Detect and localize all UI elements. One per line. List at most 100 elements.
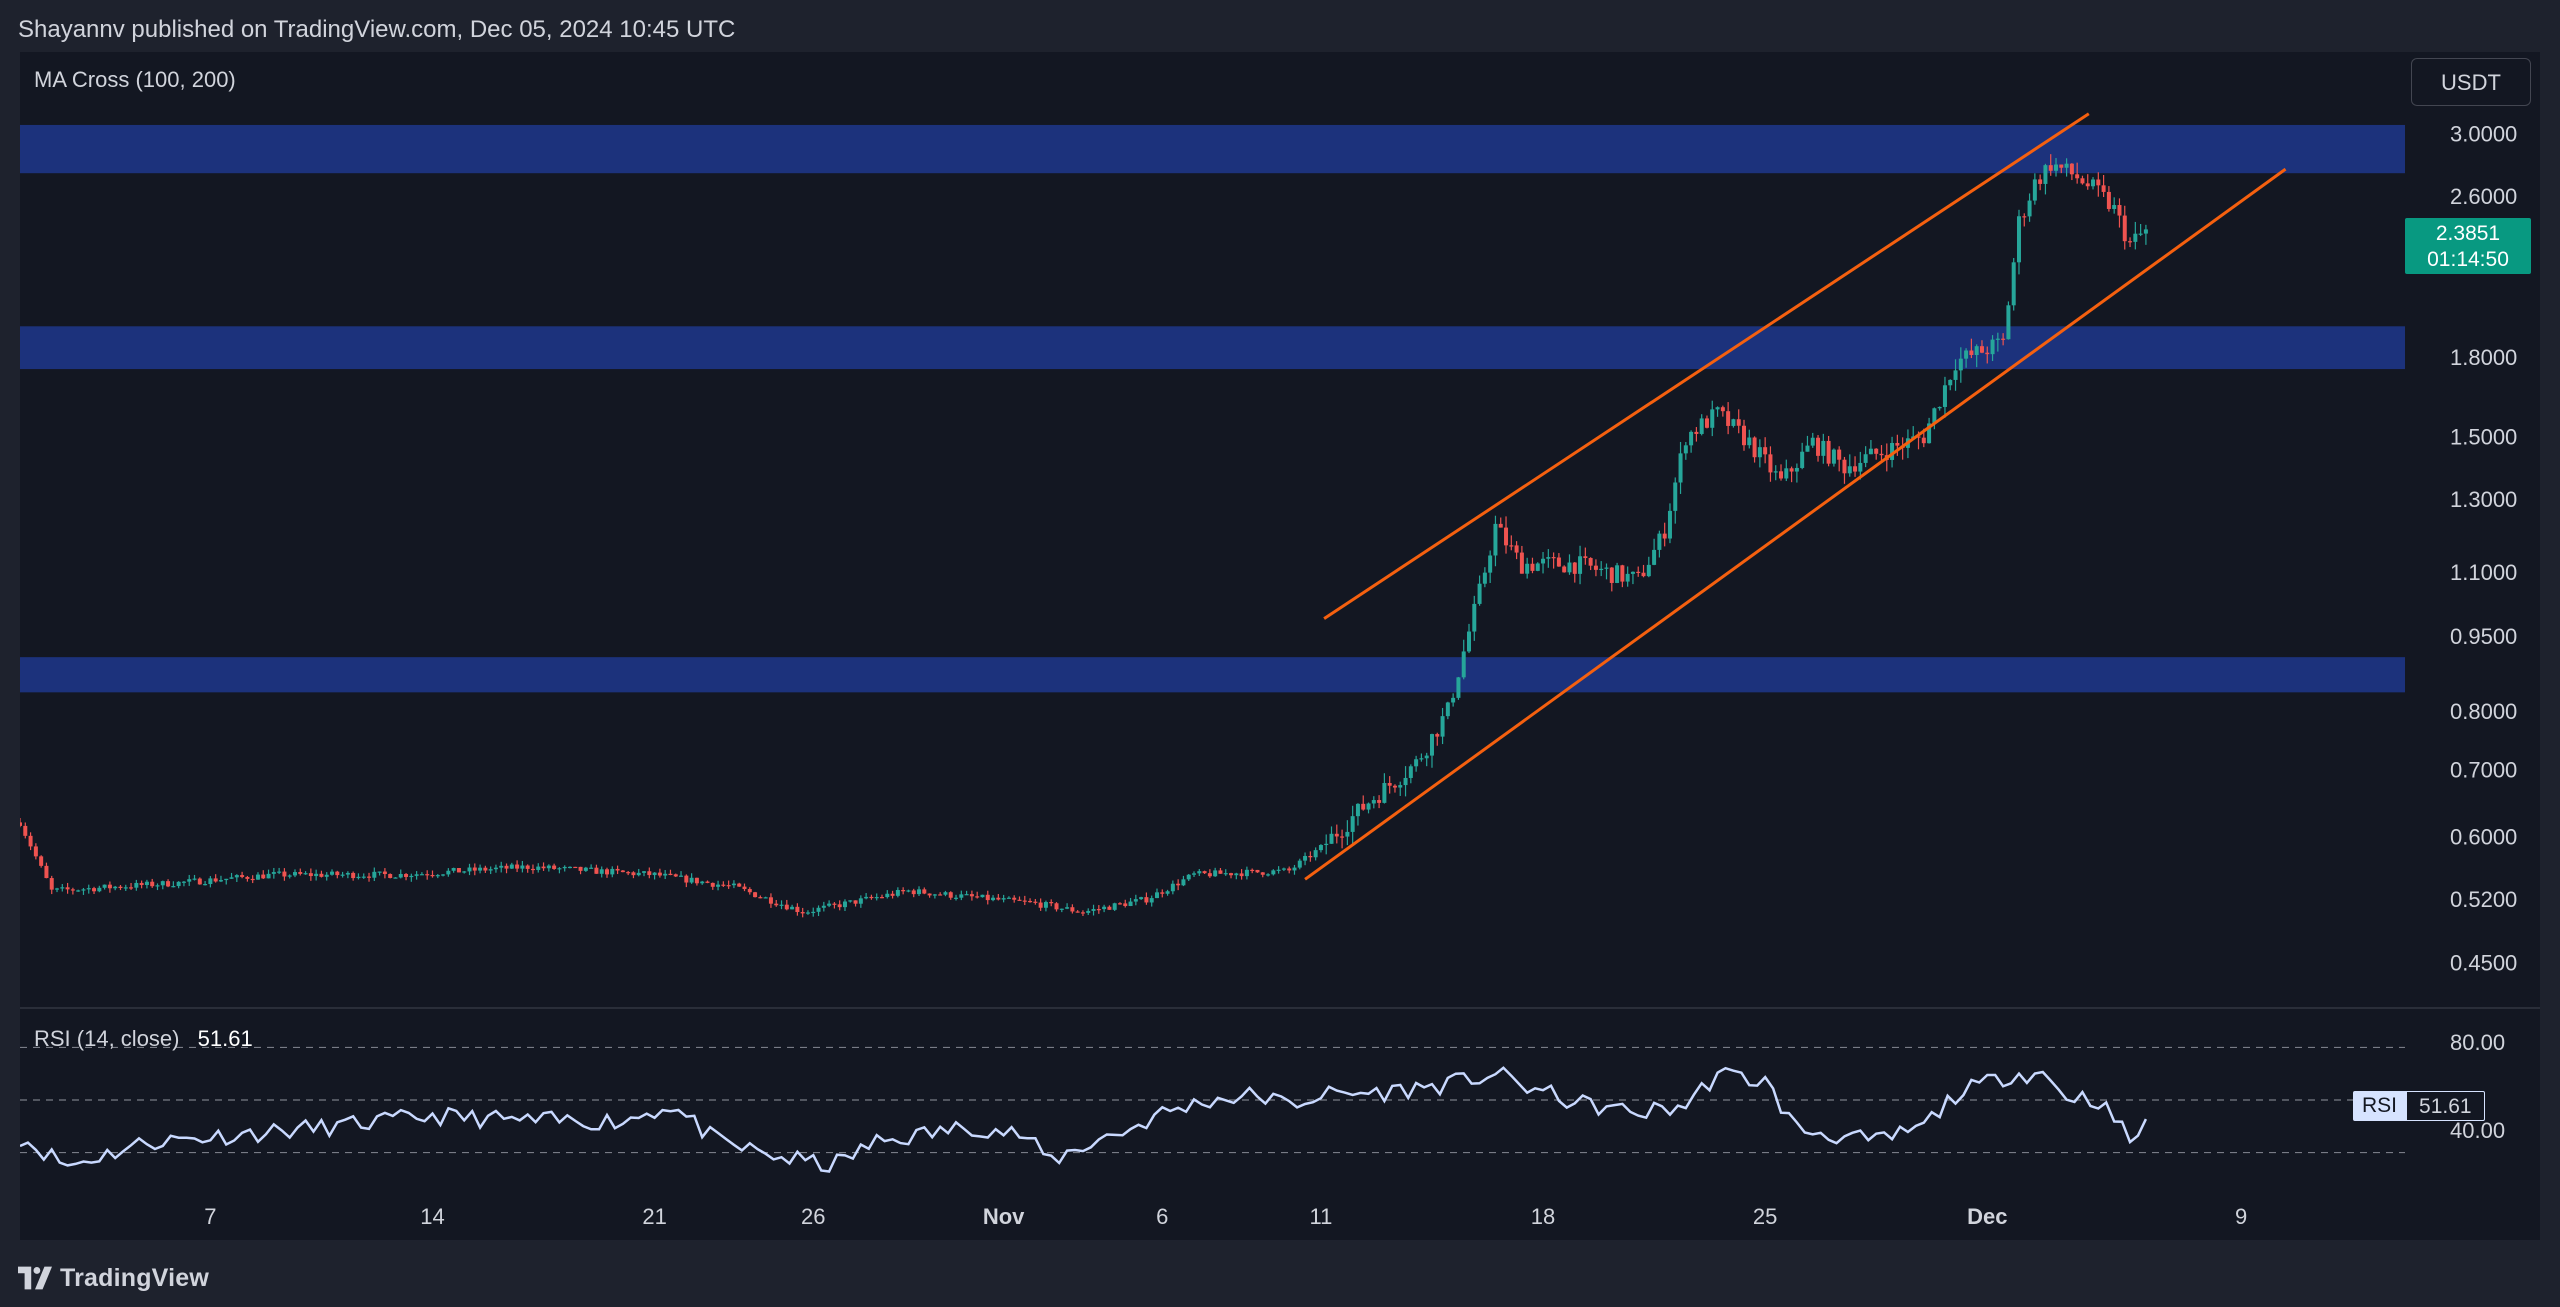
candle: [938, 892, 943, 896]
channel-line-1[interactable]: [1323, 112, 2090, 620]
candle: [2106, 186, 2111, 212]
candle: [1366, 802, 1371, 814]
candle: [1133, 894, 1138, 906]
candle: [1593, 559, 1598, 577]
candle: [1990, 335, 1995, 362]
price-chart[interactable]: 3.0000 2.6000 1.8000 1.5000 1.3000 1.1000 0.95…: [18, 52, 2540, 1242]
candle: [266, 869, 271, 879]
candle: [552, 863, 557, 870]
candle: [784, 899, 789, 911]
currency-button[interactable]: USDT: [2411, 58, 2531, 106]
chart-panel[interactable]: 3.0000 2.6000 1.8000 1.5000 1.3000 1.1000 0.95…: [18, 52, 2540, 1242]
candle: [1345, 820, 1350, 846]
candle: [1493, 515, 1498, 567]
candle: [1604, 563, 1609, 580]
candle: [1958, 347, 1963, 383]
candle: [1726, 402, 1731, 435]
candle: [250, 875, 255, 884]
candle: [768, 893, 773, 908]
candle: [525, 864, 530, 873]
candle: [261, 870, 266, 879]
candle: [92, 886, 97, 895]
candle: [113, 885, 118, 891]
candle: [906, 889, 911, 893]
candle: [943, 890, 948, 897]
candle: [70, 887, 75, 895]
candle: [948, 891, 953, 900]
candle: [176, 881, 181, 889]
candle: [303, 871, 308, 875]
candle: [1255, 869, 1260, 873]
price-tick-label: 3.0000: [2450, 122, 2517, 147]
candle: [1308, 851, 1313, 862]
rsi-series: [19, 1066, 2148, 1173]
candle: [1482, 567, 1487, 588]
candle: [1107, 905, 1112, 910]
candle: [1207, 869, 1212, 878]
candle: [1377, 795, 1382, 809]
zone-3[interactable]: [20, 657, 2405, 693]
candle: [2032, 173, 2037, 205]
candle: [1387, 776, 1392, 794]
candle: [1784, 459, 1789, 482]
candle: [472, 863, 477, 876]
candle: [700, 880, 705, 885]
candle: [2043, 163, 2048, 195]
candle: [589, 864, 594, 869]
candle: [1292, 864, 1297, 875]
candle: [1673, 477, 1678, 524]
candle: [954, 894, 959, 901]
candle: [1059, 908, 1064, 913]
tradingview-logo[interactable]: TradingView: [18, 1261, 209, 1295]
candle: [721, 881, 726, 887]
candle: [1541, 552, 1546, 574]
price-tick-label: 1.5000: [2450, 424, 2517, 449]
candles: [18, 154, 2148, 918]
candle: [821, 901, 826, 912]
candle: [208, 876, 213, 888]
candle: [885, 890, 890, 899]
candle: [1810, 432, 1815, 448]
candle: [515, 860, 520, 873]
rsi-indicator-value: 51.61: [198, 1026, 253, 1051]
rsi-indicator-label[interactable]: RSI (14, close) 51.61: [34, 1026, 253, 1051]
candle: [917, 886, 922, 896]
candle: [330, 869, 335, 876]
candle: [1868, 440, 1873, 455]
candle: [985, 890, 990, 905]
candle: [636, 868, 641, 877]
candle: [451, 867, 456, 873]
candle: [1128, 897, 1133, 907]
candle: [2101, 174, 2106, 198]
rsi-value-badge: RSI 51.61: [2353, 1091, 2485, 1121]
candle: [2054, 158, 2059, 177]
candle: [218, 875, 223, 883]
candle: [1932, 407, 1937, 430]
candle: [753, 891, 758, 898]
candle: [647, 867, 652, 879]
channel-line-2[interactable]: [1304, 167, 2287, 881]
candle: [927, 893, 932, 898]
candle: [1768, 446, 1773, 482]
time-tick-label: 6: [1156, 1204, 1168, 1229]
candle: [2085, 174, 2090, 190]
candle: [1355, 803, 1360, 826]
candle: [790, 904, 795, 910]
zone-1[interactable]: [20, 124, 2405, 174]
candle: [1091, 904, 1096, 916]
candle: [123, 884, 128, 891]
candle: [1710, 400, 1715, 437]
time-tick-label: 14: [420, 1204, 444, 1229]
candle: [1313, 847, 1318, 861]
ma-cross-label[interactable]: MA Cross (100, 200): [34, 67, 236, 92]
candle: [1572, 562, 1577, 583]
zone-2[interactable]: [20, 326, 2405, 370]
candle: [1043, 900, 1048, 912]
candle: [245, 875, 250, 882]
candle: [594, 864, 599, 874]
candle: [1800, 442, 1805, 470]
candle: [160, 880, 165, 890]
candle: [287, 874, 292, 879]
candle: [626, 871, 631, 876]
candle: [271, 867, 276, 879]
